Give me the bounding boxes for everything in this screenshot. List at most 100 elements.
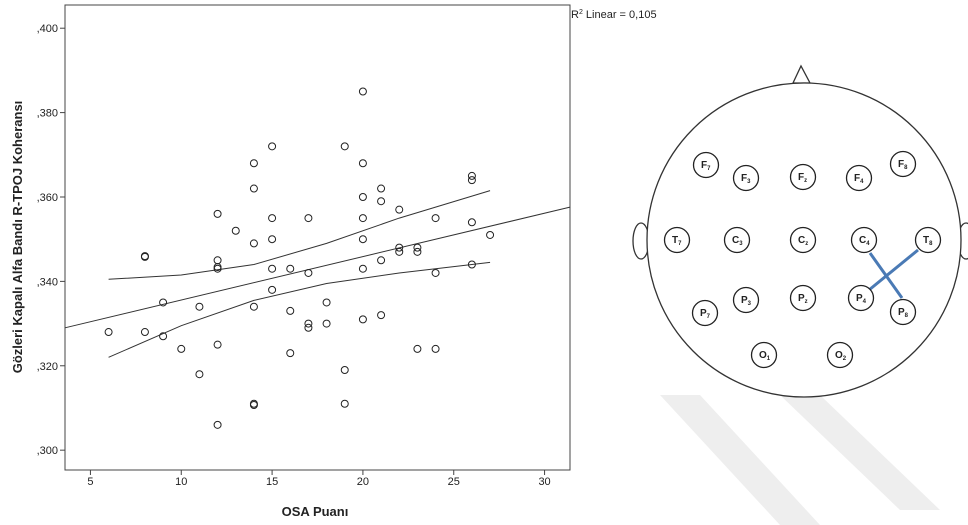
electrode	[850, 226, 878, 254]
point	[377, 311, 386, 320]
electrode-label: P8	[898, 307, 909, 319]
point	[249, 239, 258, 248]
point	[377, 197, 386, 206]
electrode	[723, 226, 751, 254]
electrode-letter: C	[859, 235, 866, 246]
point	[467, 218, 476, 227]
electrode	[732, 286, 760, 314]
y-tick-label: ,320	[37, 361, 58, 373]
electrode-label: Cz	[798, 235, 808, 247]
electrode-label: T7	[672, 235, 682, 247]
electrode-letter: F	[898, 159, 904, 170]
point	[140, 328, 149, 337]
watermark	[660, 395, 940, 525]
y-tick-label: ,400	[37, 23, 58, 35]
electrode-label: T8	[923, 235, 933, 247]
electrode-label: C3	[732, 235, 743, 247]
point	[377, 256, 386, 265]
electrode-sub: 2	[843, 356, 847, 362]
point	[395, 247, 404, 256]
electrode-label: Fz	[798, 172, 807, 184]
point	[358, 159, 367, 168]
electrode-sub: 7	[707, 166, 711, 172]
electrode-label: P3	[741, 295, 752, 307]
electrode	[889, 150, 917, 178]
point	[213, 420, 222, 429]
point	[159, 332, 168, 341]
y-tick-label: ,300	[37, 445, 58, 457]
electrode-letter: P	[700, 308, 707, 319]
point	[268, 142, 277, 151]
point	[322, 319, 331, 328]
x-tick-label: 5	[87, 476, 93, 488]
point	[159, 298, 168, 307]
point	[268, 235, 277, 244]
electrode-letter: P	[741, 295, 748, 306]
point	[431, 268, 440, 277]
point	[268, 264, 277, 273]
point	[358, 87, 367, 96]
electrode-sub: 8	[929, 241, 933, 247]
annotation-base: R	[571, 9, 579, 21]
point	[358, 192, 367, 201]
electrode-label: Pz	[798, 293, 808, 305]
point	[340, 399, 349, 408]
electrode-label: O1	[759, 350, 771, 362]
point	[340, 365, 349, 374]
point	[195, 302, 204, 311]
electrode-letter: O	[835, 350, 843, 361]
electrode-sub: z	[805, 241, 808, 247]
point	[231, 226, 240, 235]
point	[358, 214, 367, 223]
connections	[868, 248, 919, 299]
electrode	[789, 284, 817, 312]
electrode	[732, 164, 760, 192]
electrode-letter: F	[854, 173, 860, 184]
point	[467, 176, 476, 185]
point	[395, 205, 404, 214]
electrode	[691, 299, 719, 327]
point	[213, 264, 222, 273]
electrode-letter: F	[701, 160, 707, 171]
point	[177, 344, 186, 353]
electrode	[692, 151, 720, 179]
point	[304, 214, 313, 223]
point	[286, 349, 295, 358]
point	[268, 214, 277, 223]
point	[413, 243, 422, 252]
point	[304, 268, 313, 277]
point	[249, 159, 258, 168]
fit-line	[64, 206, 571, 329]
electrode-letter: F	[798, 172, 804, 183]
electrode-label: F8	[898, 159, 908, 171]
electrode-letter: T	[923, 235, 929, 246]
annotation-text: Linear = 0,105	[583, 9, 657, 21]
y-tick-label: ,340	[37, 276, 58, 288]
ci-lower	[108, 261, 491, 358]
electrode-letter: T	[672, 235, 678, 246]
electrode-letter: P	[898, 307, 905, 318]
point	[140, 252, 149, 261]
electrode-label: F3	[741, 173, 751, 185]
electrode	[750, 341, 778, 369]
point	[249, 401, 258, 410]
electrode-sub: 7	[707, 314, 711, 320]
point	[340, 142, 349, 151]
point	[213, 209, 222, 218]
y-axis-label: Gözleri Kapalı Alfa Bandı R-TPOJ Koheran…	[10, 101, 25, 374]
electrode-sub: 4	[863, 299, 867, 305]
electrode-sub: 3	[739, 241, 743, 247]
electrode	[789, 226, 817, 254]
y-tick-label: ,360	[37, 192, 58, 204]
point	[322, 298, 331, 307]
electrode-sub: 4	[860, 179, 864, 185]
plot-frame	[64, 4, 571, 471]
electrode-sub: 3	[748, 301, 752, 307]
point	[431, 214, 440, 223]
point	[486, 230, 495, 239]
x-tick-label: 10	[175, 476, 187, 488]
x-tick-label: 15	[266, 476, 278, 488]
electrode	[847, 284, 875, 312]
